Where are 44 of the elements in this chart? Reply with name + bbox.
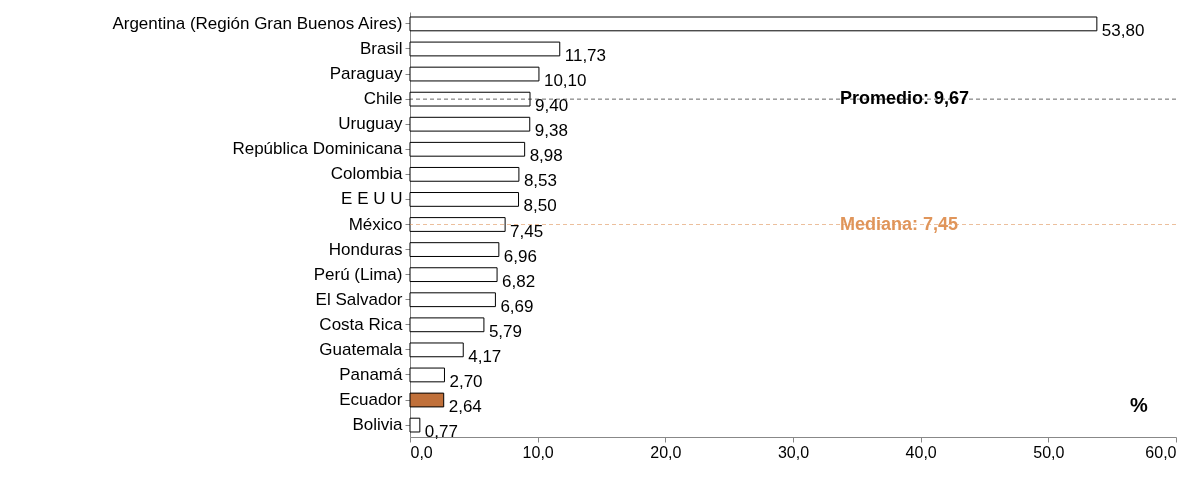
- data-label: 6,69: [500, 296, 534, 316]
- y-tick-label: México: [348, 214, 403, 234]
- y-tick-label: Costa Rica: [319, 314, 404, 334]
- data-label: 8,50: [523, 196, 557, 216]
- data-label: 4,17: [468, 346, 502, 366]
- data-label: 9,40: [535, 96, 569, 116]
- x-tick-label: 10,0: [522, 443, 554, 461]
- data-label: 7,45: [510, 221, 544, 241]
- data-label: 0,77: [424, 422, 458, 442]
- data-label: 8,98: [529, 146, 563, 166]
- annotation: %: [1130, 394, 1148, 417]
- y-tick-label: Ecuador: [339, 390, 403, 410]
- x-tick-label: 0,0: [410, 443, 433, 461]
- y-tick-label: Paraguay: [329, 64, 403, 84]
- y-tick-label: Perú (Lima): [313, 264, 403, 284]
- ref-line-label: Promedio: 9,67: [840, 88, 970, 109]
- y-tick-label: El Salvador: [315, 289, 403, 309]
- ref-line-label: Mediana: 7,45: [840, 213, 959, 234]
- y-tick-label: Bolivia: [352, 415, 404, 435]
- data-label: 53,80: [1101, 20, 1145, 40]
- y-tick-label: E E U U: [341, 189, 403, 209]
- x-tick-label: 40,0: [905, 443, 937, 461]
- data-label: 10,10: [543, 71, 587, 91]
- y-tick-label: Honduras: [328, 239, 403, 259]
- x-tick-label: 60,0: [1145, 443, 1177, 461]
- x-tick-label: 30,0: [777, 443, 810, 461]
- x-tick-label: 20,0: [650, 443, 682, 461]
- y-tick-label: Argentina (Región Gran Buenos Aires): [112, 13, 403, 33]
- data-label: 6,96: [503, 246, 537, 266]
- y-tick-label: Panamá: [339, 364, 404, 384]
- y-tick-label: Brasil: [359, 38, 403, 58]
- data-label: 2,70: [449, 371, 483, 391]
- data-label: 9,38: [534, 121, 568, 141]
- x-tick-label: 50,0: [1033, 443, 1065, 461]
- data-label: 6,82: [502, 271, 536, 291]
- data-label: 2,64: [448, 397, 482, 417]
- y-tick-label: Colombia: [330, 164, 404, 184]
- y-tick-label: Uruguay: [338, 114, 403, 134]
- y-tick-label: Chile: [363, 89, 403, 109]
- y-tick-label: Guatemala: [319, 339, 404, 359]
- data-label: 11,73: [564, 45, 607, 65]
- y-tick-label: República Dominicana: [232, 139, 404, 159]
- data-label: 5,79: [488, 321, 523, 341]
- data-label: 8,53: [523, 171, 557, 191]
